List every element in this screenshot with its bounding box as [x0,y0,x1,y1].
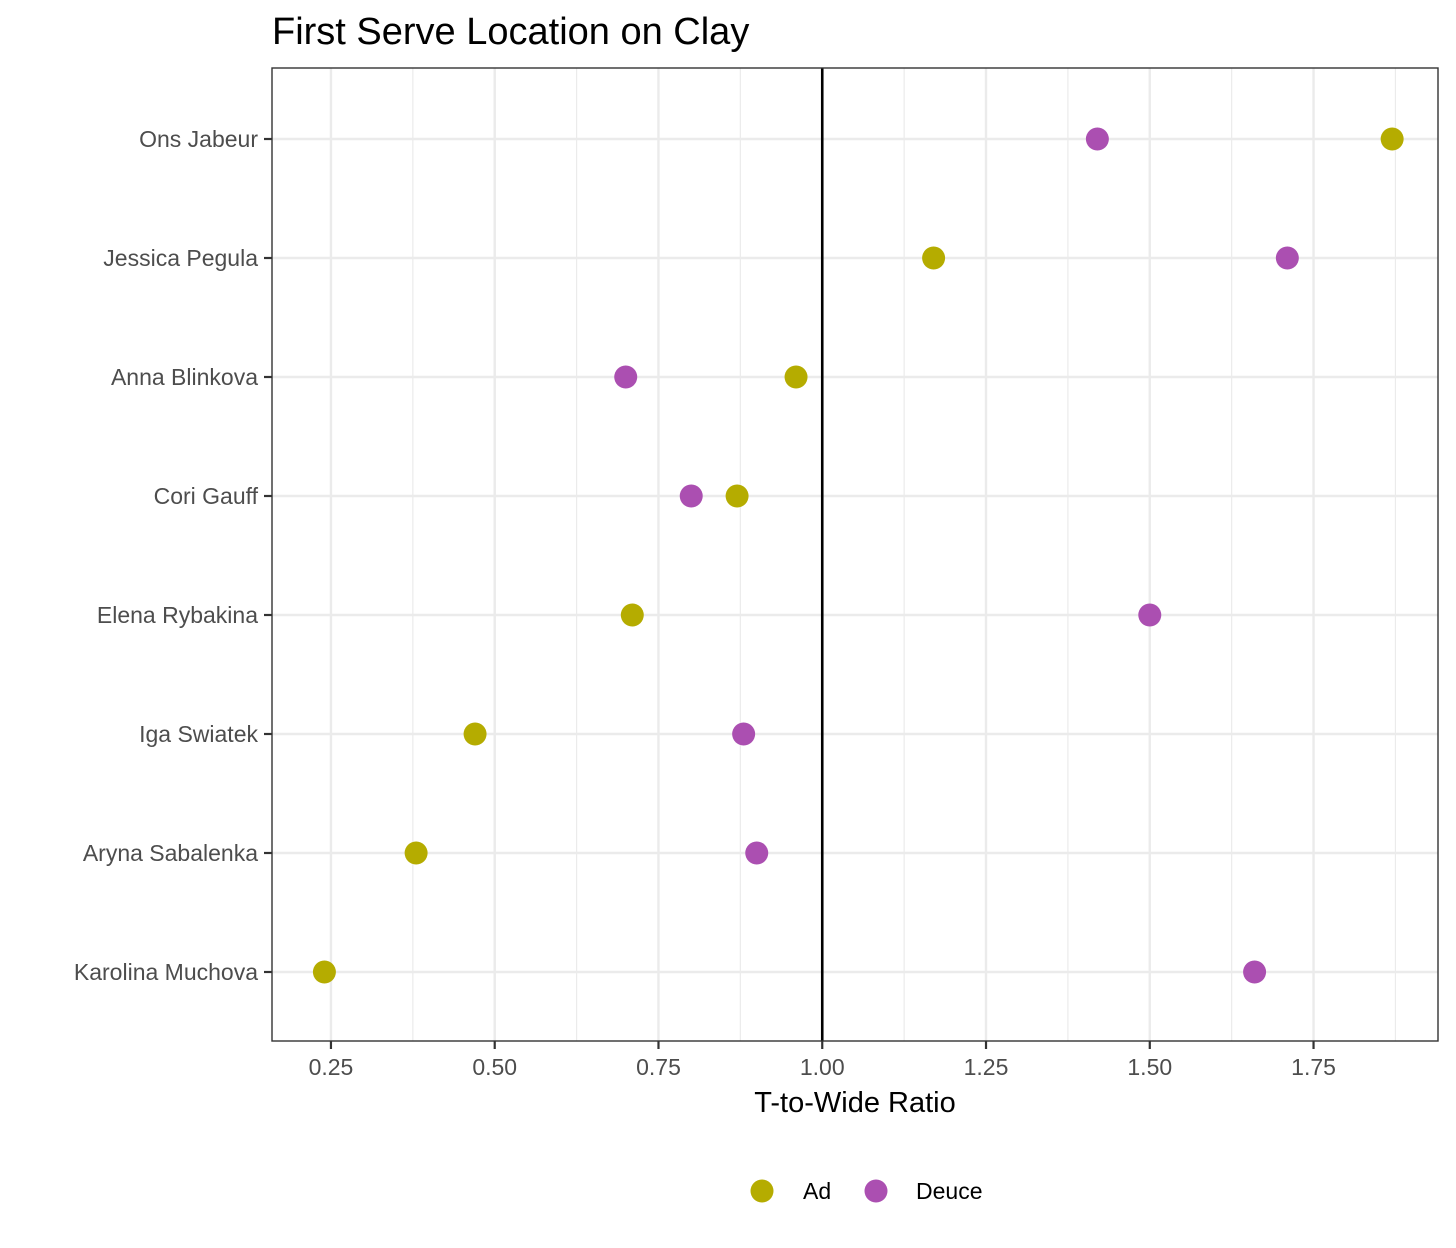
point-ad [620,603,644,627]
legend-label-ad: Ad [803,1178,831,1204]
y-tick-label: Ons Jabeur [139,126,258,152]
legend: Ad Deuce [750,1178,982,1204]
x-tick-label: 0.75 [636,1054,681,1080]
point-deuce [1138,603,1162,627]
chart-title: First Serve Location on Clay [272,11,749,53]
y-tick-label: Aryna Sabalenka [83,840,258,866]
point-deuce [732,722,756,746]
y-tick-label: Iga Swiatek [139,721,258,747]
plot-background [272,68,1438,1041]
point-deuce [1243,960,1267,984]
x-tick-label: 0.50 [472,1054,517,1080]
point-deuce [745,841,769,865]
point-deuce [1085,127,1109,151]
x-tick-label: 1.25 [964,1054,1009,1080]
y-tick-label: Jessica Pegula [103,245,258,271]
legend-key-deuce [864,1179,888,1203]
point-ad [725,484,749,508]
legend-key-ad [750,1179,774,1203]
legend-label-deuce: Deuce [916,1178,982,1204]
point-deuce [1275,246,1299,270]
data-points [312,127,1404,984]
point-ad [404,841,428,865]
x-tick-label: 0.25 [309,1054,354,1080]
point-ad [1380,127,1404,151]
x-tick-label: 1.00 [800,1054,845,1080]
point-deuce [679,484,703,508]
point-ad [463,722,487,746]
y-tick-label: Karolina Muchova [74,959,258,985]
y-tick-label: Elena Rybakina [97,602,258,628]
x-axis: 0.25 0.50 0.75 1.00 1.25 1.50 1.75 [309,1041,1336,1080]
plot-border [271,67,1439,1042]
point-ad [784,365,808,389]
point-ad [922,246,946,270]
y-axis: Ons Jabeur Jessica Pegula Anna Blinkova Cor… [74,126,272,985]
x-tick-label: 1.75 [1291,1054,1336,1080]
y-tick-label: Cori Gauff [154,483,259,509]
x-axis-title: T-to-Wide Ratio [754,1087,955,1119]
x-tick-label: 1.50 [1127,1054,1172,1080]
point-ad [312,960,336,984]
y-tick-label: Anna Blinkova [111,364,258,390]
point-deuce [614,365,638,389]
